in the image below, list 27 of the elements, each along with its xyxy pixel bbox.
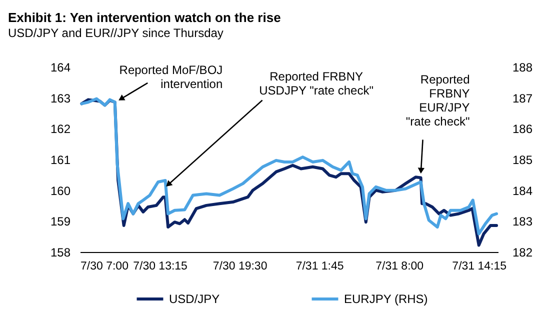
- x-tick-label: 7/31 1:45: [296, 260, 344, 272]
- y-tick-label: 159: [50, 214, 71, 229]
- y2-tick-label: 187: [512, 91, 533, 106]
- x-tick-label: 7/31 14:15: [452, 260, 507, 272]
- legend-label: USD/JPY: [169, 292, 220, 306]
- y2-tick-label: 188: [512, 60, 533, 74]
- y-tick-label: 162: [50, 122, 71, 136]
- y2-tick-label: 184: [512, 184, 533, 198]
- chart-title: Exhibit 1: Yen intervention watch on the rise: [8, 10, 281, 25]
- y-tick-label: 164: [50, 60, 71, 74]
- y-tick-label: 160: [50, 184, 71, 198]
- y-tick-label: 163: [50, 91, 71, 106]
- annotation: Reported MoF/BOJ intervention: [119, 62, 223, 91]
- y2-tick-label: 185: [512, 153, 533, 167]
- x-tick-label: 7/30 7:00: [80, 260, 128, 272]
- x-tick-label: 7/30 13:15: [133, 260, 188, 272]
- chart-subtitle: USD/JPY and EUR//JPY since Thursday: [8, 26, 224, 40]
- x-tick-label: 7/30 19:30: [212, 260, 268, 272]
- y2-tick-label: 182: [512, 246, 533, 260]
- annotation: Reported FRBNY USDJPY "rate check": [259, 69, 374, 98]
- y-tick-label: 158: [50, 246, 71, 260]
- x-tick-label: 7/31 8:00: [376, 260, 424, 272]
- legend-label: EURJPY (RHS): [344, 292, 428, 306]
- y2-tick-label: 183: [512, 214, 533, 229]
- y-tick-label: 161: [50, 153, 71, 167]
- y2-tick-label: 186: [512, 122, 533, 136]
- annotation: Reported FRBNY EUR/JPY "rate check": [406, 72, 470, 129]
